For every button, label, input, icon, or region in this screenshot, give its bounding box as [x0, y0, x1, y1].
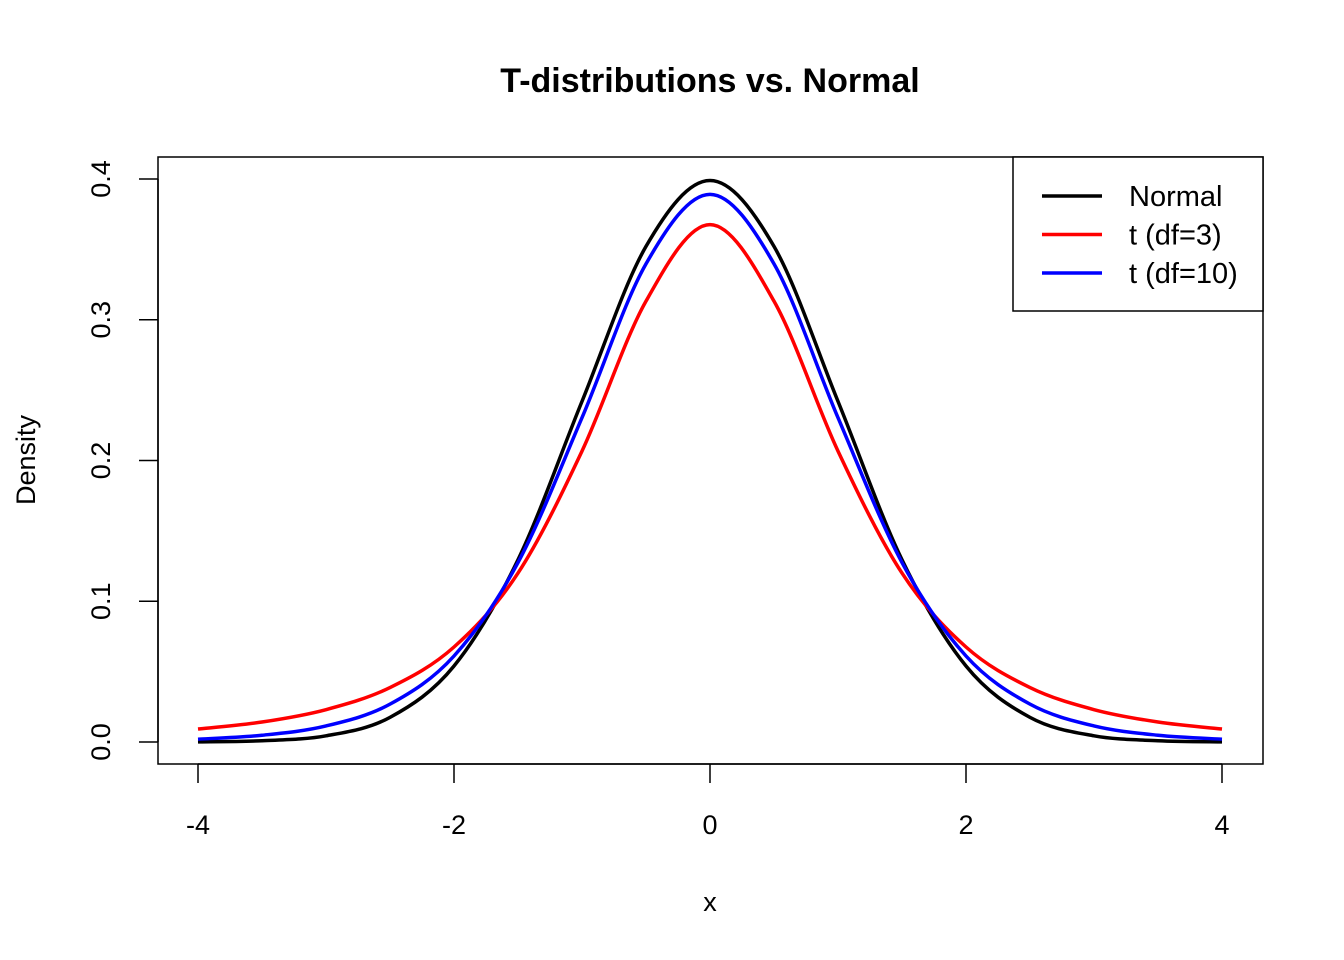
- y-tick-label: 0.3: [86, 301, 116, 339]
- series-lines: [197, 178, 1223, 744]
- x-tick-label: -4: [186, 810, 210, 840]
- y-axis-label: Density: [11, 414, 41, 505]
- y-tick-label: 0.2: [86, 442, 116, 480]
- series-line-0: [197, 178, 1223, 744]
- x-tick-label: 4: [1214, 810, 1229, 840]
- x-tick-label: 0: [702, 810, 717, 840]
- y-tick-label: 0.1: [86, 582, 116, 620]
- chart-title: T-distributions vs. Normal: [500, 62, 919, 100]
- legend-label: t (df=10): [1129, 258, 1238, 290]
- x-tick-label: -2: [442, 810, 466, 840]
- y-axis: 0.0 0.1 0.2 0.3 0.4: [86, 160, 159, 761]
- legend: Normal t (df=3) t (df=10): [1012, 156, 1264, 312]
- x-axis-label: x: [703, 887, 717, 917]
- series-line-1: [197, 222, 1223, 731]
- y-tick-label: 0.0: [86, 723, 116, 761]
- series-line-2: [197, 192, 1223, 741]
- legend-label: Normal: [1129, 181, 1222, 213]
- x-axis: -4 -2 0 2 4: [186, 763, 1230, 840]
- x-tick-label: 2: [958, 810, 973, 840]
- y-tick-label: 0.4: [86, 160, 116, 198]
- legend-label: t (df=3): [1129, 220, 1222, 252]
